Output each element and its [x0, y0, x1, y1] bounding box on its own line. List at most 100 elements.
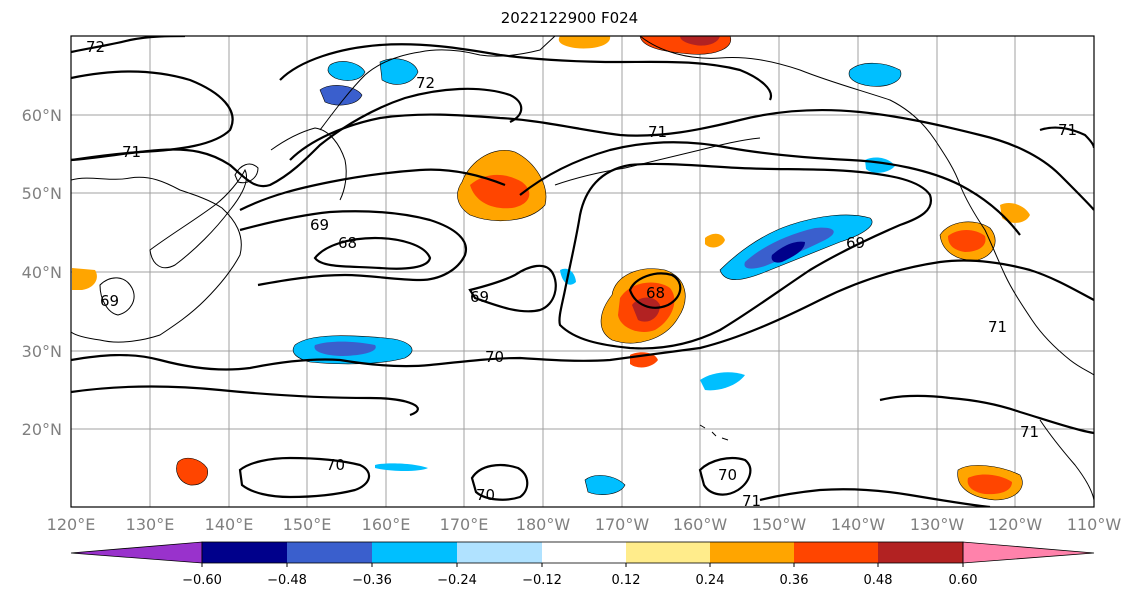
colorbar-tick-label: −0.12 — [522, 573, 562, 588]
lon-label: 170°E — [440, 515, 489, 534]
colorbar-segment — [794, 542, 878, 563]
cold-anomaly-south-2 — [375, 463, 428, 471]
coast-okhotsk — [270, 127, 347, 201]
lat-label: 40°N — [22, 263, 62, 282]
colorbar-segment — [372, 542, 457, 563]
warm-anomaly-north — [558, 36, 611, 49]
contour-label: 72 — [416, 74, 435, 92]
colorbar-frame — [201, 541, 964, 564]
lat-label: 60°N — [22, 106, 62, 125]
contour-71-west — [71, 87, 523, 188]
contour-label: 69 — [100, 292, 119, 310]
contour-68-west — [313, 236, 432, 270]
contour-label: 68 — [338, 234, 357, 252]
contour-70-center — [71, 259, 1094, 371]
contour-label: 70 — [718, 466, 737, 484]
warm-anomaly-west — [72, 268, 97, 290]
lon-label: 110°W — [1067, 515, 1122, 534]
lat-label: 50°N — [22, 184, 62, 203]
height-contours — [71, 36, 1094, 507]
coast-aleutians — [554, 137, 761, 186]
contour-70-southeast — [698, 456, 752, 496]
latitude-labels: 20°N 30°N 40°N 50°N 60°N — [22, 106, 62, 439]
cold-anomaly-northeast-pacific-peak — [771, 241, 805, 263]
colorbar-segment — [202, 542, 287, 563]
colorbar-segment — [457, 542, 542, 563]
lon-label: 180°W — [516, 515, 571, 534]
lon-label: 130°W — [910, 515, 965, 534]
lon-label: 120°W — [988, 515, 1043, 534]
cold-anomaly-north — [327, 61, 366, 81]
warm-anomaly-coast-core — [948, 230, 986, 252]
cold-anomaly-north-3 — [379, 58, 419, 85]
gridlines — [71, 36, 1094, 507]
colorbar-tick-label: 0.36 — [780, 573, 809, 588]
contour-71-east — [879, 394, 1094, 435]
contour-labels: 72 71 72 69 68 69 70 70 70 71 71 71 71 7… — [86, 38, 1077, 510]
warm-anomaly-southwest — [176, 457, 208, 486]
contour-70-south — [470, 463, 529, 501]
cold-anomaly-south-3 — [700, 372, 745, 391]
colorbar-extend-high — [962, 541, 1095, 564]
colorbar-tick-label: 0.24 — [696, 573, 725, 588]
colorbar-tick-label: 0.60 — [949, 573, 978, 588]
warm-anomaly-southeast-core — [967, 474, 1012, 495]
contour-label: 71 — [742, 492, 761, 510]
colorbar-tick-label: −0.36 — [352, 573, 392, 588]
colorbar-segment — [878, 542, 963, 563]
lon-label: 150°E — [283, 515, 332, 534]
cold-anomaly-central-core — [314, 341, 376, 356]
map-frame — [70, 35, 1095, 508]
colorbar-tick-label: −0.60 — [182, 573, 222, 588]
contour-label: 71 — [1020, 423, 1039, 441]
colorbar-segment — [626, 542, 710, 563]
colorbar-tick-label: −0.24 — [437, 573, 477, 588]
contour-70-pacific — [239, 141, 1021, 236]
contour-label: 70 — [485, 348, 504, 366]
lon-label: 160°W — [673, 515, 728, 534]
contour-68-center — [628, 272, 682, 309]
map-title: 2022122900 F024 — [500, 9, 639, 27]
lon-label: 170°W — [595, 515, 650, 534]
coast-hawaii — [699, 424, 729, 441]
lat-label: 30°N — [22, 342, 62, 361]
contour-71-northeast — [1039, 126, 1094, 149]
lon-label: 160°E — [362, 515, 411, 534]
colorbar-tick-label: 0.48 — [864, 573, 893, 588]
coast-japan-north — [234, 163, 259, 184]
contour-label: 69 — [846, 234, 865, 252]
contour-72-arc — [279, 43, 773, 101]
contour-70-southwest — [238, 456, 371, 499]
colorbar-tick-label: 0.12 — [612, 573, 641, 588]
warm-anomaly-aleutian-core — [470, 174, 530, 209]
lon-label: 120°E — [47, 515, 96, 534]
colorbar-extend-low — [70, 541, 203, 564]
coast-mexico — [1039, 419, 1094, 501]
longitude-labels: 120°E 130°E 140°E 150°E 160°E 170°E 180°… — [47, 515, 1122, 534]
contour-71-southeast — [759, 488, 991, 507]
contour-label: 71 — [648, 123, 667, 141]
lon-label: 150°W — [752, 515, 807, 534]
contour-71-south — [71, 385, 419, 417]
contour-label: 71 — [122, 143, 141, 161]
contour-label: 69 — [310, 216, 329, 234]
contour-71-pacific — [289, 108, 1094, 211]
contour-label: 70 — [326, 456, 345, 474]
colorbar-tick-label: −0.48 — [267, 573, 307, 588]
colorbar-segment — [542, 542, 626, 563]
coast-korea — [99, 277, 135, 316]
coast-japan — [149, 168, 247, 269]
contour-label: 70 — [476, 486, 495, 504]
lon-label: 140°E — [205, 515, 254, 534]
lat-label: 20°N — [22, 420, 62, 439]
coast-alaska — [639, 36, 1094, 376]
contour-69-west — [239, 210, 468, 287]
coast-asia — [71, 176, 242, 343]
warm-anomaly-small-1 — [705, 233, 725, 248]
contour-label: 68 — [646, 284, 665, 302]
contour-label: 69 — [470, 288, 489, 306]
colorbar-segment — [287, 542, 372, 563]
lon-label: 130°E — [126, 515, 175, 534]
contour-label: 71 — [988, 318, 1007, 336]
